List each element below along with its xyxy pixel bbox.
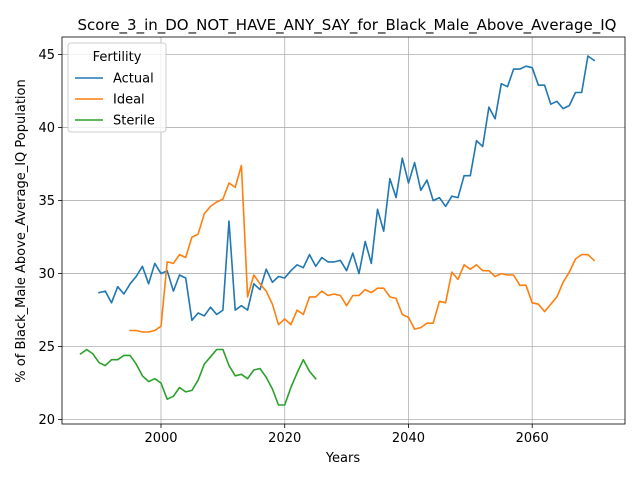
x-axis-label: Years — [325, 451, 361, 466]
y-tick-label: 45 — [38, 48, 55, 63]
chart-title: Score_3_in_DO_NOT_HAVE_ANY_SAY_for_Black… — [78, 16, 617, 35]
x-tick-label: 2000 — [144, 431, 177, 446]
x-tick-label: 2020 — [268, 431, 301, 446]
legend-label-sterile: Sterile — [113, 114, 155, 129]
legend-title: Fertility — [93, 50, 142, 65]
y-tick-label: 30 — [38, 267, 55, 282]
legend: Fertility Actual Ideal Sterile — [67, 42, 167, 133]
series-line-ideal — [129, 164, 596, 333]
y-axis-ticks: 20 25 30 35 40 45 — [38, 48, 62, 428]
series-lines — [79, 55, 596, 406]
axes-frame — [61, 36, 626, 425]
x-tick-label: 2040 — [392, 431, 425, 446]
legend-label-ideal: Ideal — [113, 93, 145, 108]
y-tick-label: 40 — [38, 121, 55, 136]
y-axis-label: % of Black_Male Above_Average_IQ Populat… — [14, 79, 29, 382]
series-line-actual — [98, 55, 596, 322]
y-tick-label: 20 — [38, 413, 55, 428]
y-tick-label: 25 — [38, 340, 55, 355]
legend-box — [67, 42, 167, 133]
x-tick-label: 2060 — [516, 431, 549, 446]
legend-label-actual: Actual — [113, 72, 154, 87]
series-line-sterile — [79, 348, 317, 406]
x-axis-ticks: 2000 2020 2040 2060 — [144, 424, 549, 446]
grid — [62, 37, 625, 424]
legend-items: Actual Ideal Sterile — [75, 72, 155, 129]
y-tick-label: 35 — [38, 194, 55, 209]
